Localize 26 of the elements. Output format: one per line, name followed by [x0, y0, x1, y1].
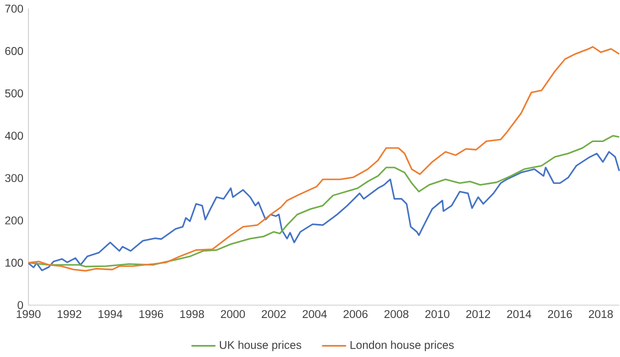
y-tick-label: 600 — [5, 47, 24, 56]
x-tick-label: 2004 — [302, 310, 327, 318]
x-tick-label: 2018 — [588, 310, 613, 318]
y-tick-label: 0 — [18, 301, 24, 310]
x-tick-label: 2006 — [344, 310, 368, 318]
x-tick-label: 2000 — [220, 310, 245, 318]
y-tick-label: 500 — [5, 90, 24, 98]
y-tick-label: 100 — [6, 259, 24, 267]
x-tick-label: 2014 — [507, 310, 532, 318]
y-tick-label: 400 — [4, 132, 24, 140]
line-series — [28, 46, 620, 272]
x-tick-label: 1992 — [58, 310, 82, 318]
x-tick-label: 2008 — [384, 310, 408, 318]
legend-label: London house prices — [350, 340, 454, 352]
x-tick-label: 1996 — [139, 310, 164, 318]
legend-label: UK house prices — [220, 340, 302, 352]
y-tick-label: 700 — [5, 4, 24, 13]
x-tick-label: 1990 — [16, 310, 41, 318]
x-tick-label: 1998 — [180, 310, 204, 318]
x-tick-label: 2012 — [466, 310, 490, 318]
x-tick-label: 2016 — [548, 310, 572, 318]
x-tick-label: 2010 — [425, 310, 450, 318]
y-tick-label: 300 — [5, 174, 24, 182]
x-tick-label: 1994 — [98, 310, 122, 318]
x-tick-label: 2002 — [262, 310, 286, 318]
y-tick-label: 200 — [5, 216, 24, 225]
